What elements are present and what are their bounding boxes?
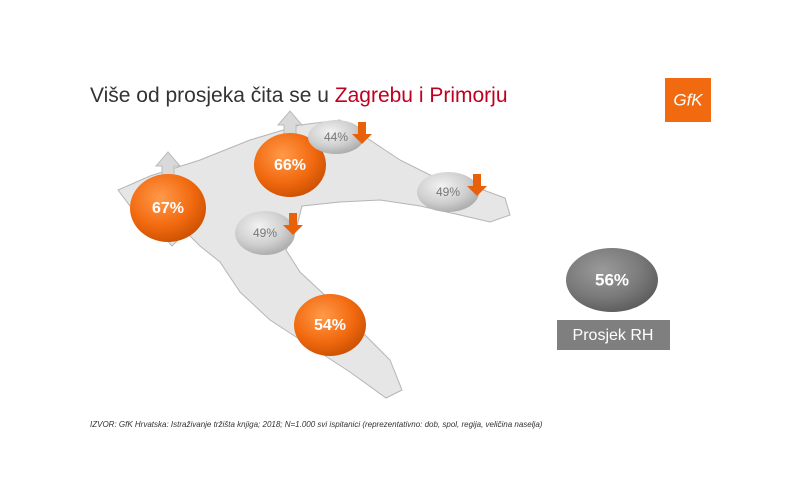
- region-value: 67%: [152, 200, 184, 217]
- trend-down-arrow: [467, 174, 487, 196]
- region-value: 44%: [324, 130, 348, 144]
- logo: GfK: [673, 90, 703, 109]
- source: IZVOR: GfK Hrvatska: Istraživanje tržišt…: [90, 420, 543, 429]
- average-label-box: [557, 320, 670, 350]
- region-bubble: [130, 174, 206, 242]
- region-value: 54%: [314, 317, 346, 334]
- region-bubble: [294, 294, 366, 356]
- region-bubble: [254, 133, 326, 197]
- title: Više od prosjeka čita se u Zagrebu i Pri…: [90, 84, 508, 107]
- average-value: 56%: [595, 270, 629, 289]
- average-label: Prosjek RH: [573, 327, 654, 344]
- region-bubble: [417, 172, 479, 212]
- title-lead: Više od prosjeka čita se u: [90, 84, 329, 107]
- region-value: 66%: [274, 157, 306, 174]
- trend-down-arrow: [283, 213, 303, 235]
- region-bubble: [308, 120, 364, 154]
- average-bubble: [566, 248, 658, 312]
- region-value: 49%: [436, 185, 460, 199]
- region-value: 49%: [253, 226, 277, 240]
- region-bubble: [235, 211, 295, 255]
- logo-box: [665, 78, 711, 122]
- trend-down-arrow: [352, 122, 372, 144]
- title-highlight: Zagrebu i Primorju: [335, 84, 508, 107]
- regions: 67% 66% 44% 49% 49% 54%: [130, 110, 487, 356]
